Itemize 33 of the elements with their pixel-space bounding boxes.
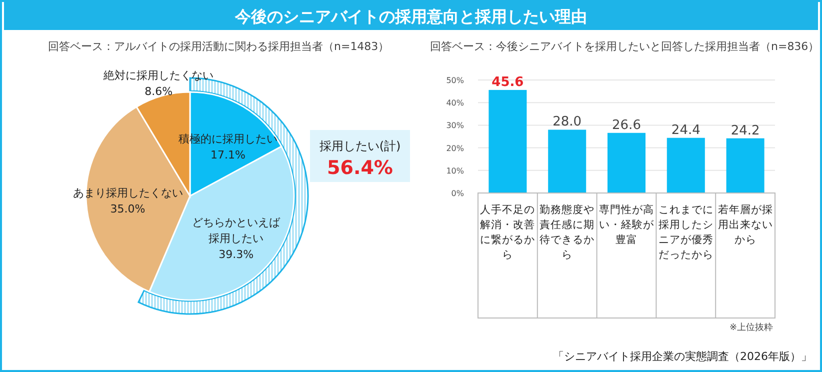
slice-label: どちらかといえば採用したい: [192, 216, 282, 245]
chart-subtitle: 回答ベース：今後シニアバイトを採用したいと回答した採用担当者（n=836）: [430, 40, 820, 53]
x-tick-label: 勤務態度や責任感に期待できるから: [540, 203, 595, 261]
x-tick-label: これまでに採用したシニアが優秀だったから: [658, 204, 714, 261]
y-tick-label: 20%: [446, 144, 464, 153]
bar: [548, 130, 586, 193]
y-tick-label: 30%: [446, 121, 464, 130]
data-label: 26.6: [612, 118, 641, 133]
y-tick-label: 0%: [451, 189, 464, 198]
bar: [726, 138, 764, 193]
text: 採用したい(計): [319, 139, 401, 153]
y-tick-label: 10%: [446, 166, 464, 176]
y-tick-label: 50%: [446, 76, 464, 85]
bar: [607, 132, 646, 193]
header-banner: 今後のシニアバイトの採用意向と採用したい理由: [4, 2, 818, 30]
data-label: 24.2: [730, 123, 760, 138]
x-tick-label: 人手不足の解消・改善に繋がるから: [480, 203, 536, 261]
data-label: 17.1%: [210, 148, 246, 162]
bar: [488, 90, 527, 193]
data-label: 8.6%: [144, 84, 173, 98]
text: ※上位抜粋: [729, 322, 773, 333]
chart-subtitle: 回答ベース：アルバイトの採用活動に関わる採用担当者（n=1483）: [48, 40, 390, 53]
bar: [666, 138, 705, 193]
data-label: 35.0%: [110, 202, 146, 216]
data-label: 24.4: [671, 122, 700, 138]
y-tick-label: 40%: [446, 98, 464, 108]
x-tick-label: 専門性が高い・経験が豊富: [599, 203, 655, 246]
data-label: 45.6: [492, 74, 524, 90]
text: 「シニアバイト採用企業の実態調査（2026年版）」: [553, 350, 812, 363]
data-label: 28.0: [552, 114, 582, 130]
x-tick-label: 若年層が採用出来ないから: [718, 203, 773, 246]
text: 56.4%: [327, 157, 393, 179]
data-label: 39.3%: [218, 248, 254, 261]
